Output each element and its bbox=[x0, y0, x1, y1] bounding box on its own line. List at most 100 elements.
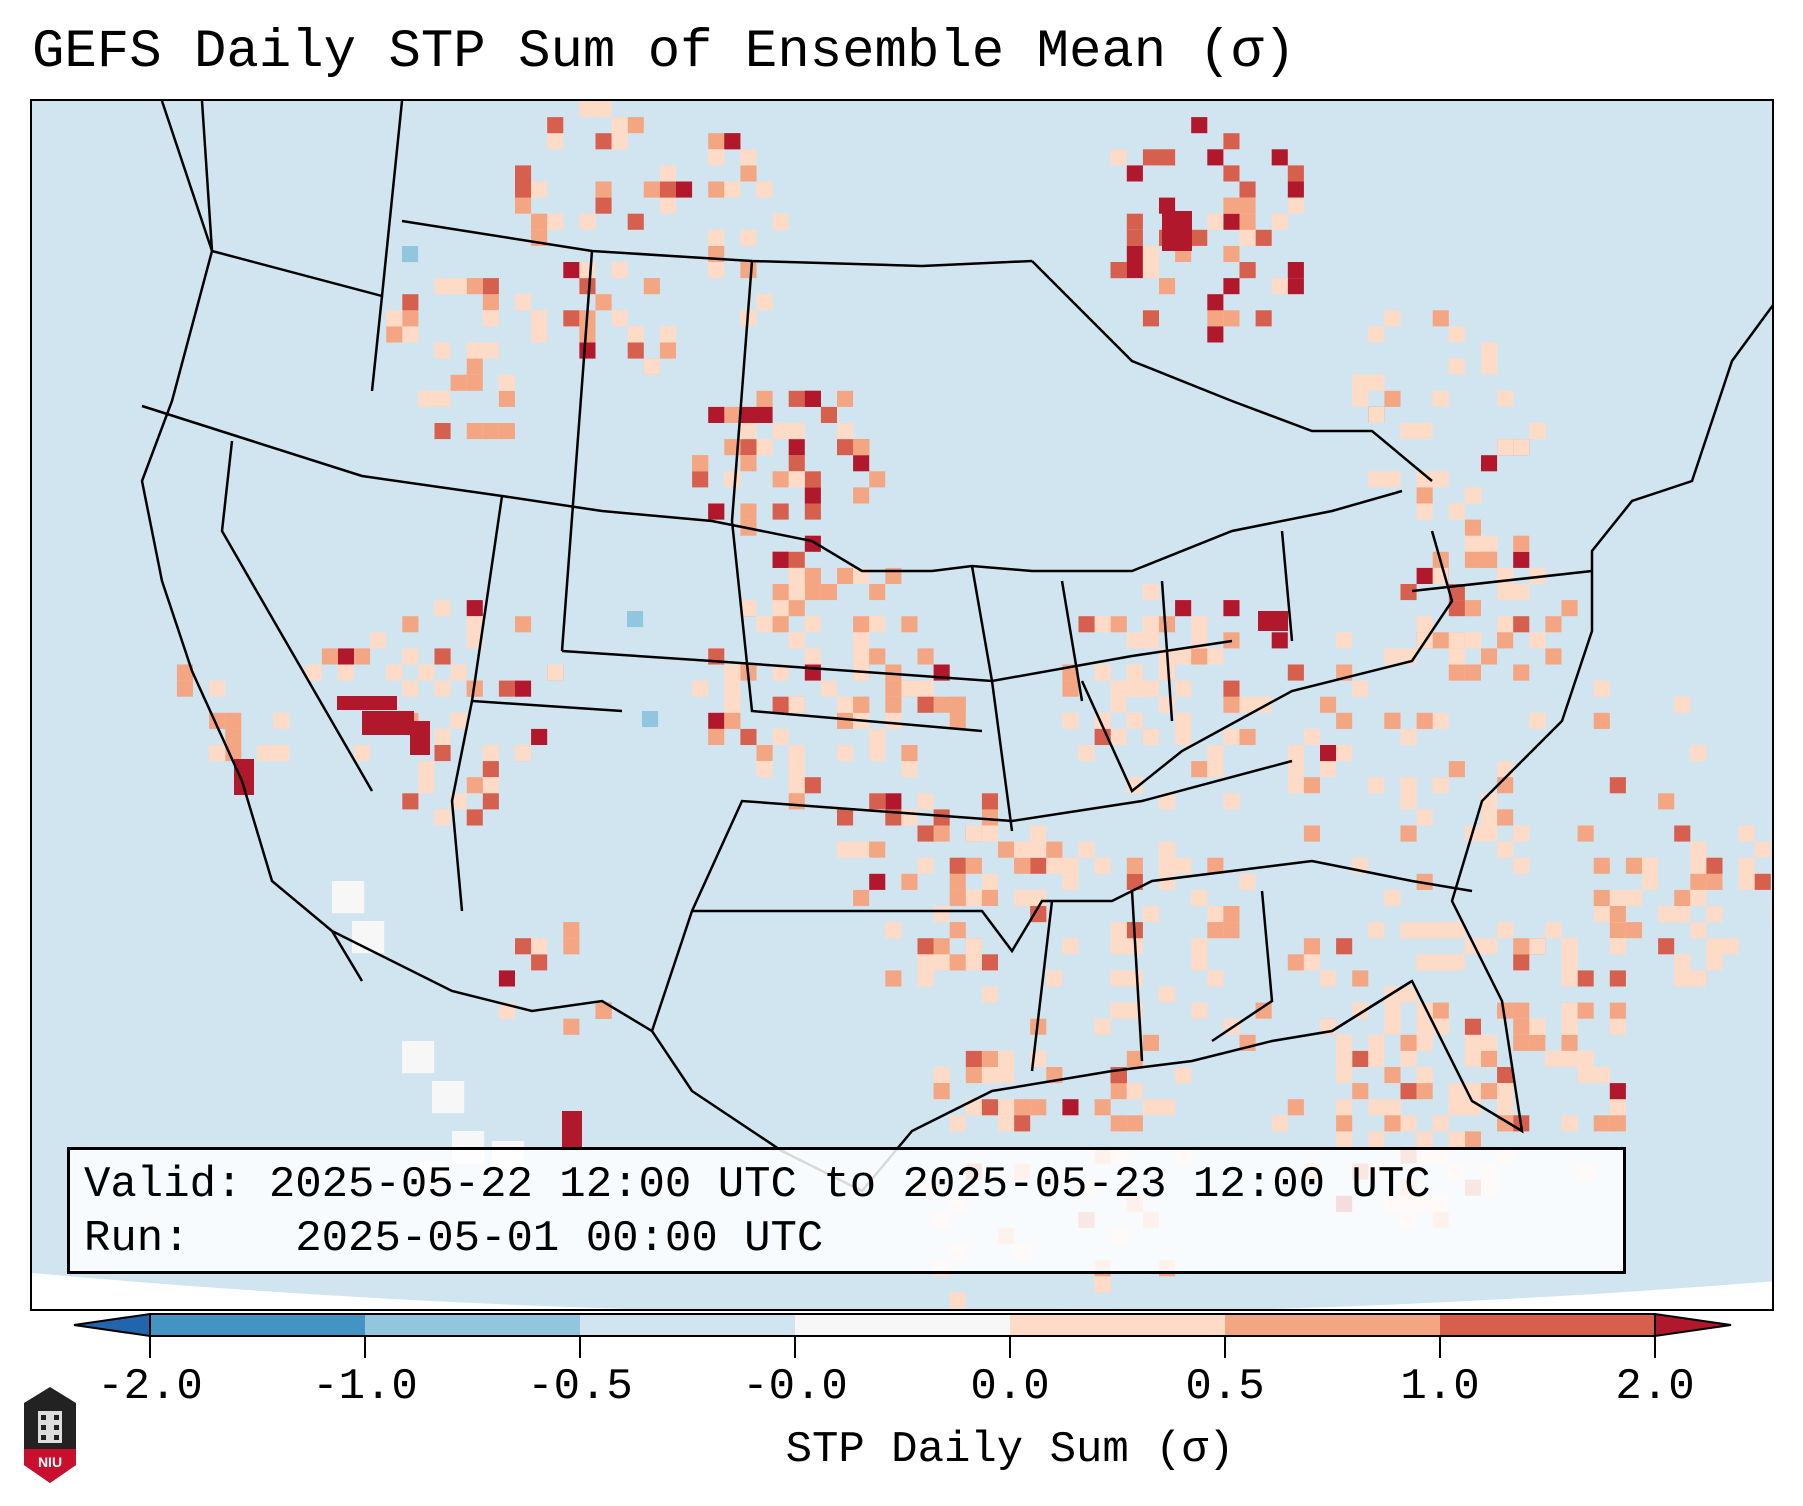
heatmap-cell bbox=[1352, 390, 1369, 407]
valid-label: Valid: bbox=[84, 1160, 243, 1210]
heatmap-cell bbox=[788, 439, 805, 456]
heatmap-cell-high bbox=[234, 759, 254, 795]
heatmap-cell bbox=[1754, 841, 1771, 858]
heatmap-cell bbox=[981, 1050, 998, 1067]
heatmap-cell bbox=[1191, 648, 1208, 665]
heatmap-cell bbox=[772, 503, 789, 520]
heatmap-cell bbox=[1416, 616, 1433, 633]
heatmap-cell bbox=[1287, 197, 1304, 214]
heatmap-svg bbox=[32, 101, 1772, 1309]
colorbar-segment bbox=[795, 1314, 1011, 1336]
state-border bbox=[200, 101, 404, 298]
heatmap-cell bbox=[1481, 1050, 1498, 1067]
heatmap-cell bbox=[1400, 777, 1417, 794]
heatmap-cell bbox=[949, 696, 966, 713]
heatmap-cell bbox=[708, 262, 725, 279]
heatmap-cell bbox=[917, 938, 934, 955]
heatmap-cell bbox=[1464, 551, 1481, 568]
heatmap-cell bbox=[402, 680, 419, 697]
heatmap-cell bbox=[1400, 1034, 1417, 1051]
heatmap-cell bbox=[1497, 922, 1514, 939]
heatmap-cell bbox=[804, 487, 821, 504]
heatmap-cell bbox=[998, 841, 1015, 858]
heatmap-cell bbox=[837, 439, 854, 456]
heatmap-cell bbox=[1529, 423, 1546, 440]
heatmap-cell bbox=[949, 954, 966, 971]
heatmap-cell bbox=[1416, 423, 1433, 440]
heatmap-cell bbox=[692, 471, 709, 488]
heatmap-cell bbox=[1223, 793, 1240, 810]
heatmap-cell bbox=[1432, 777, 1449, 794]
heatmap-cell bbox=[1223, 133, 1240, 150]
heatmap-cell bbox=[1078, 841, 1095, 858]
heatmap-cell bbox=[1464, 664, 1481, 681]
heatmap-cell bbox=[1303, 938, 1320, 955]
heatmap-cell bbox=[917, 696, 934, 713]
heatmap-cell bbox=[1255, 229, 1272, 246]
heatmap-cell bbox=[402, 648, 419, 665]
heatmap-cell bbox=[1094, 1276, 1111, 1293]
map-plot-area bbox=[30, 99, 1774, 1311]
heatmap-cell bbox=[1448, 664, 1465, 681]
heatmap-cell bbox=[1706, 857, 1723, 874]
heatmap-cell bbox=[724, 471, 741, 488]
heatmap-cell bbox=[1126, 1115, 1143, 1132]
heatmap-cell bbox=[1513, 584, 1530, 601]
heatmap-cell bbox=[434, 278, 451, 295]
colorbar-extend-low bbox=[73, 1312, 151, 1338]
heatmap-cell bbox=[1368, 1034, 1385, 1051]
heatmap-cell bbox=[1545, 1050, 1562, 1067]
heatmap-cell bbox=[563, 938, 580, 955]
heatmap-cell bbox=[466, 777, 483, 794]
heatmap-cell bbox=[434, 390, 451, 407]
heatmap-cell bbox=[998, 1115, 1015, 1132]
heatmap-cell bbox=[708, 181, 725, 198]
heatmap-cell bbox=[692, 680, 709, 697]
heatmap-cell bbox=[724, 696, 741, 713]
heatmap-cell bbox=[1481, 938, 1498, 955]
heatmap-cell bbox=[1142, 584, 1159, 601]
heatmap-cell bbox=[1609, 1099, 1626, 1116]
heatmap-cell bbox=[740, 439, 757, 456]
heatmap-cell bbox=[1368, 374, 1385, 391]
heatmap-cell bbox=[708, 503, 725, 520]
heatmap-cell bbox=[1400, 584, 1417, 601]
heatmap-cell bbox=[1609, 970, 1626, 987]
heatmap-cell bbox=[1239, 873, 1256, 890]
heatmap-cell bbox=[515, 680, 532, 697]
heatmap-cell bbox=[1513, 1034, 1530, 1051]
heatmap-cell bbox=[708, 133, 725, 150]
heatmap-cell bbox=[885, 793, 902, 810]
heatmap-cell bbox=[450, 374, 467, 391]
heatmap-cell bbox=[1690, 841, 1707, 858]
heatmap-cell-high bbox=[1258, 611, 1288, 631]
heatmap-cell bbox=[1142, 680, 1159, 697]
heatmap-cell bbox=[788, 777, 805, 794]
heatmap-cell bbox=[1481, 1034, 1498, 1051]
heatmap-cell bbox=[1513, 551, 1530, 568]
heatmap-cell bbox=[563, 310, 580, 327]
heatmap-cell bbox=[1126, 229, 1143, 246]
heatmap-cell bbox=[1513, 825, 1530, 842]
heatmap-cell bbox=[740, 423, 757, 440]
heatmap-cell bbox=[869, 793, 886, 810]
heatmap-cell bbox=[853, 648, 870, 665]
heatmap-cell bbox=[901, 745, 918, 762]
heatmap-cell bbox=[627, 342, 644, 359]
heatmap-cell bbox=[1513, 1018, 1530, 1035]
heatmap-cell bbox=[627, 213, 644, 230]
heatmap-cell bbox=[1207, 213, 1224, 230]
heatmap-cell bbox=[788, 471, 805, 488]
heatmap-cell bbox=[225, 728, 242, 745]
heatmap-cell bbox=[1416, 712, 1433, 729]
heatmap-cell bbox=[965, 954, 982, 971]
heatmap-cell bbox=[1159, 664, 1176, 681]
heatmap-cell bbox=[1368, 471, 1385, 488]
heatmap-cell bbox=[1754, 873, 1771, 890]
heatmap-cell bbox=[1271, 632, 1288, 649]
state-border bbox=[1280, 530, 1294, 642]
heatmap-cell bbox=[1416, 1034, 1433, 1051]
heatmap-cell bbox=[676, 181, 693, 198]
heatmap-cell bbox=[1223, 310, 1240, 327]
heatmap-cell bbox=[434, 648, 451, 665]
